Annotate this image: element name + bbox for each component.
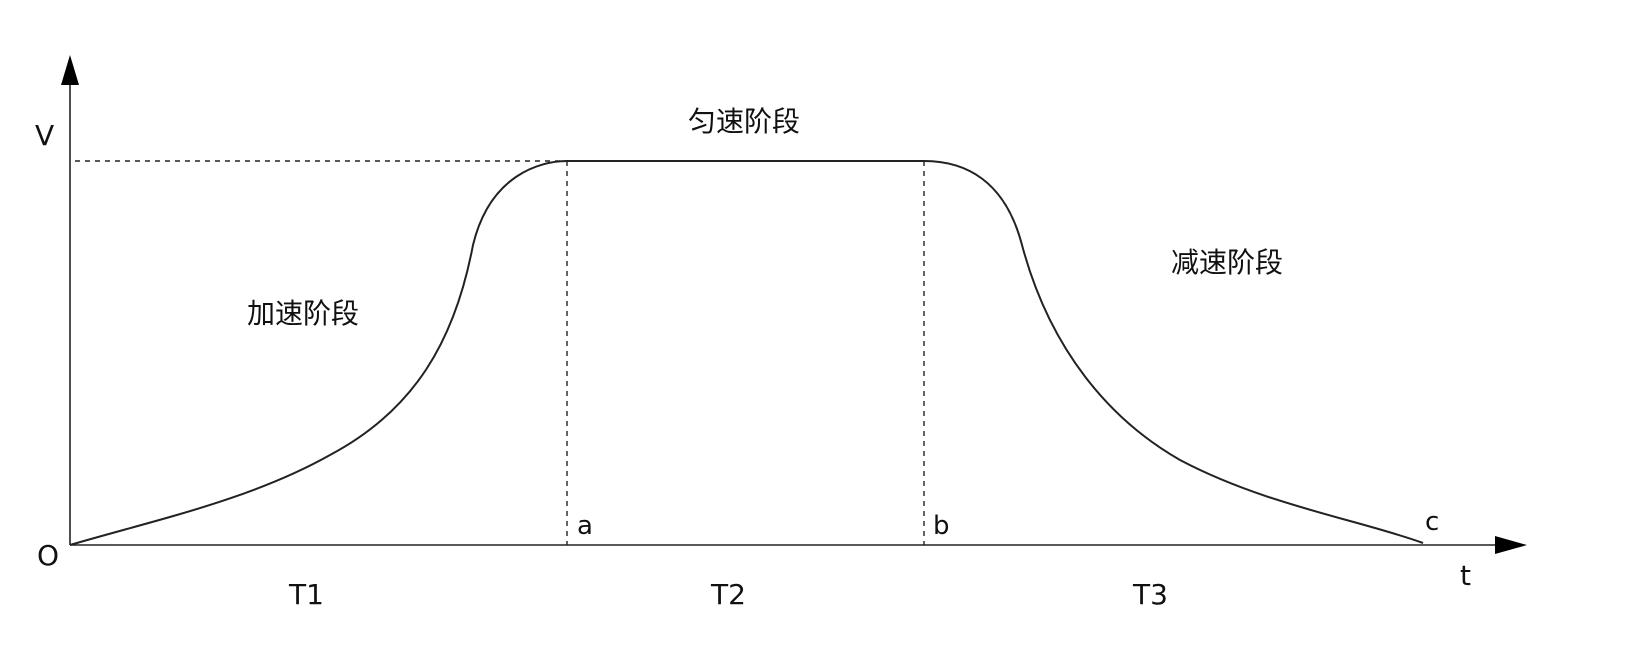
origin-label: O (37, 539, 59, 572)
deceleration-phase-label: 减速阶段 (1171, 246, 1283, 279)
interval-t1-label: T1 (288, 578, 324, 611)
interval-t3-label: T3 (1132, 578, 1168, 611)
x-axis-label: t (1460, 559, 1471, 592)
y-axis-arrow (61, 55, 79, 85)
point-c-label: c (1425, 507, 1439, 537)
acceleration-phase-label: 加速阶段 (247, 297, 359, 330)
constant-phase-label: 匀速阶段 (688, 105, 800, 138)
point-b-label: b (933, 511, 950, 541)
y-axis-label: V (35, 119, 54, 152)
velocity-curve (69, 160, 1424, 546)
point-a-label: a (577, 511, 593, 541)
interval-t2-label: T2 (710, 578, 746, 611)
x-axis-arrow (1495, 536, 1527, 554)
